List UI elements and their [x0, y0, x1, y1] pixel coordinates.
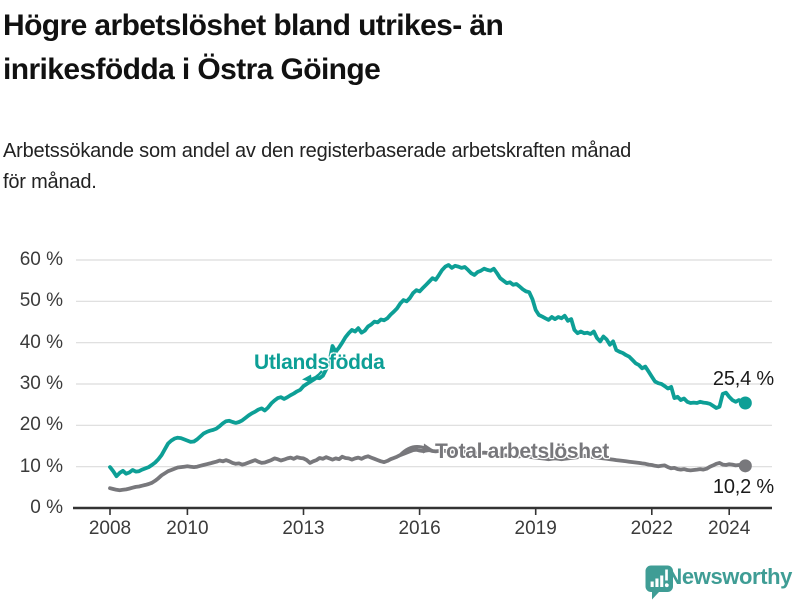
chart-subtitle: Arbetssökande som andel av den registerb…: [3, 136, 799, 198]
end-value-total: 10,2 %: [712, 476, 774, 498]
line-utlandsf-dda: [108, 263, 748, 479]
line-total-arbetsl-shet: [108, 447, 748, 493]
data-lines: [108, 263, 752, 493]
x-tick-label: 2024: [708, 518, 751, 539]
series-label-utlandsfodda: Utlandsfödda: [254, 351, 385, 374]
series-label-total: Total arbetslöshet: [435, 440, 609, 463]
chart-title-line1: Högre arbetslöshet bland utrikes- än: [3, 9, 504, 42]
utlandsfodda-arrow-icon: [302, 370, 323, 383]
y-tick-label: 40 %: [19, 331, 63, 353]
y-tick-label: 30 %: [19, 373, 63, 394]
x-axis: [73, 506, 772, 515]
x-tick-label: 2022: [630, 518, 673, 539]
gridlines: [76, 259, 772, 468]
y-tick-label: 20 %: [19, 414, 63, 436]
total-arrow-icon: [398, 443, 433, 457]
chart-subtitle-line2: för månad.: [3, 171, 97, 193]
x-tick-label: 2016: [398, 518, 441, 539]
x-tick-label: 2010: [166, 518, 209, 539]
x-tick-label: 2019: [514, 518, 557, 539]
y-tick-label: 10 %: [19, 455, 63, 477]
end-dot: [738, 459, 752, 473]
chart-title-line2: inrikesfödda i Östra Göinge: [3, 53, 381, 86]
end-value-utlandsfodda: 25,4 %: [712, 368, 774, 390]
newsworthy-brand: Newsworthy: [659, 560, 792, 594]
x-tick-label: 2008: [88, 518, 132, 539]
y-tick-label: 50 %: [19, 290, 63, 312]
end-dot: [738, 396, 752, 410]
x-tick-label: 2013: [282, 518, 325, 539]
brand-name: Newsworthy: [666, 564, 792, 589]
y-tick-label: 0 %: [30, 497, 63, 518]
chart-title: Högre arbetslöshet bland utrikes- än inr…: [3, 4, 783, 92]
newsworthy-logo-icon: [645, 565, 673, 600]
chart-subtitle-line1: Arbetssökande som andel av den registerb…: [3, 140, 632, 162]
y-tick-label: 60 %: [19, 249, 63, 270]
